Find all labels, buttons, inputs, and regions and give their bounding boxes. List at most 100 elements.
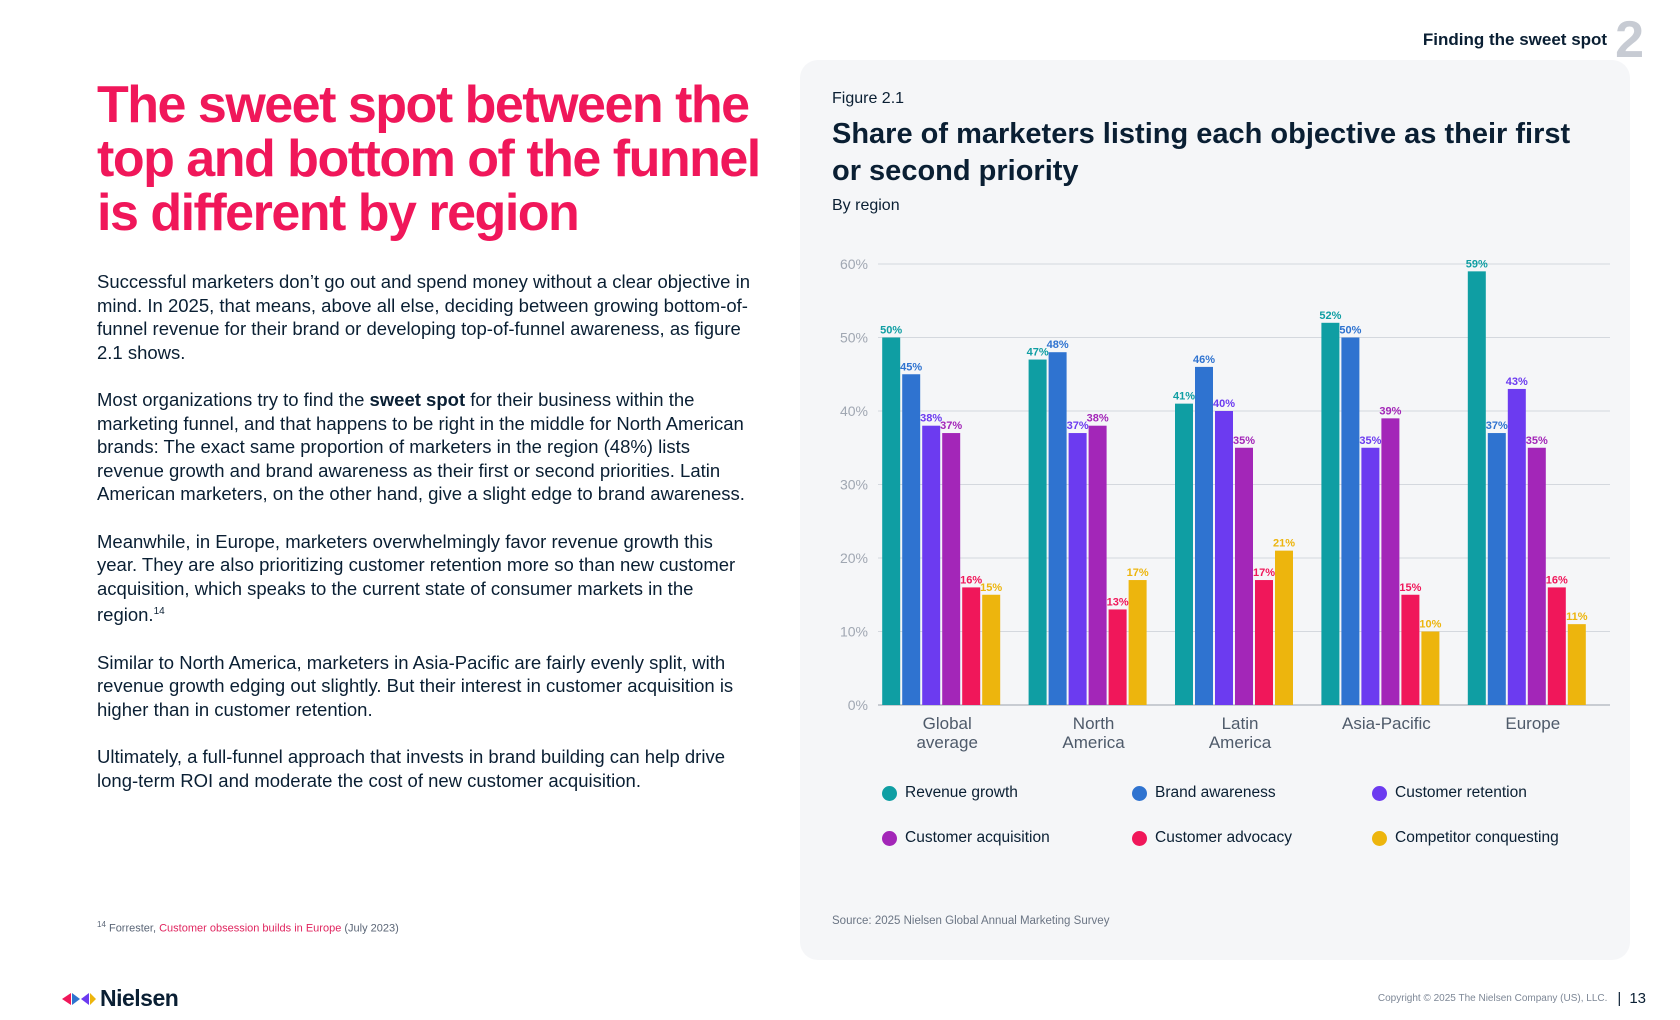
bar [1048, 352, 1067, 705]
bar [1527, 447, 1546, 705]
chart-legend: Revenue growth Brand awareness Customer re… [882, 784, 1602, 847]
legend-item: Customer advocacy [1132, 829, 1372, 847]
data-label: 15% [980, 582, 1002, 594]
x-tick-label: Latin [1222, 714, 1259, 733]
legend-swatch [1372, 785, 1387, 801]
data-label: 43% [1506, 376, 1528, 388]
data-label: 17% [1253, 567, 1275, 579]
legend-item: Customer retention [1372, 784, 1602, 802]
x-tick-label: Europe [1505, 714, 1560, 733]
bar [1321, 322, 1340, 705]
footer-separator: | [1617, 990, 1622, 1007]
bar [1068, 433, 1087, 705]
legend-swatch [1132, 830, 1147, 846]
bar [1507, 388, 1526, 705]
y-tick-label: 10% [840, 624, 868, 640]
legend-swatch [1132, 785, 1147, 801]
bar [1567, 624, 1586, 705]
page-header: Finding the sweet spot 2 [1422, 14, 1644, 66]
data-label: 37% [940, 420, 962, 432]
data-label: 21% [1273, 538, 1295, 550]
y-tick-label: 40% [840, 403, 868, 419]
bar [1487, 433, 1506, 705]
bar [1381, 418, 1400, 705]
section-title: Finding the sweet spot [1422, 30, 1608, 49]
y-tick-label: 20% [840, 550, 868, 566]
data-label: 37% [1067, 420, 1089, 432]
x-tick-label: America [1209, 733, 1272, 752]
data-label: 50% [880, 325, 902, 337]
bar [1467, 271, 1486, 705]
bar [882, 337, 901, 705]
bar [1341, 337, 1360, 705]
figure-subtitle: By region [832, 197, 900, 214]
footnote-ref[interactable]: 14 [153, 606, 165, 617]
bar [922, 425, 941, 705]
legend-label: Customer advocacy [1155, 829, 1292, 846]
figure-source: Source: 2025 Nielsen Global Annual Marke… [832, 915, 1110, 927]
data-label: 41% [1173, 391, 1195, 403]
x-tick-label: Global [923, 714, 972, 733]
bar [982, 594, 1001, 705]
paragraph-1: Successful marketers don’t go out and sp… [97, 271, 751, 363]
bar [1255, 580, 1273, 705]
bar [1108, 609, 1127, 705]
x-tick-label: North [1073, 714, 1115, 733]
legend-label: Revenue growth [905, 784, 1018, 801]
y-tick-label: 50% [840, 330, 868, 346]
y-tick-label: 30% [840, 477, 868, 493]
copyright-text: Copyright © 2025 The Nielsen Company (US… [1377, 993, 1608, 1004]
logo-wordmark: Nielsen [100, 985, 179, 1011]
data-label: 39% [1379, 405, 1401, 417]
legend-swatch [882, 785, 897, 801]
footnote-link[interactable]: Customer obsession builds in Europe [159, 922, 342, 935]
data-label: 17% [1127, 567, 1149, 579]
data-label: 50% [1339, 325, 1361, 337]
bar [1421, 631, 1440, 705]
data-label: 10% [1419, 619, 1441, 631]
paragraph-5: Ultimately, a full-funnel approach that … [97, 746, 725, 791]
x-tick-label: America [1062, 733, 1125, 752]
paragraph-2: Most organizations try to find the sweet… [97, 389, 745, 504]
data-label: 59% [1466, 258, 1488, 270]
data-label: 38% [1087, 413, 1109, 425]
page-headline: The sweet spot between the top and botto… [97, 76, 761, 242]
page-number: 13 [1629, 990, 1646, 1007]
y-tick-label: 60% [840, 256, 868, 272]
legend-swatch [1372, 830, 1387, 846]
x-tick-label: Asia-Pacific [1342, 714, 1431, 733]
legend-label: Customer retention [1395, 784, 1527, 801]
legend-swatch [882, 830, 897, 846]
paragraph-4: Similar to North America, marketers in A… [97, 651, 734, 720]
bar [1215, 411, 1233, 705]
legend-item: Customer acquisition [882, 829, 1132, 847]
data-label: 52% [1319, 310, 1341, 322]
bar [1401, 594, 1420, 705]
legend-label: Competitor conquesting [1395, 829, 1559, 846]
bar-chart: 0%10%20%30%40%50%60%50%45%38%37%16%15%Gl… [840, 256, 1610, 752]
data-label: 47% [1027, 347, 1049, 359]
bar [902, 374, 921, 705]
data-label: 38% [920, 413, 942, 425]
data-label: 48% [1047, 339, 1069, 351]
bar [1547, 587, 1566, 705]
bar [1361, 447, 1380, 705]
data-label: 35% [1359, 435, 1381, 447]
data-label: 46% [1193, 354, 1215, 366]
data-label: 15% [1399, 582, 1421, 594]
data-label: 16% [960, 574, 982, 586]
bar [1195, 366, 1213, 705]
legend-item: Revenue growth [882, 784, 1132, 802]
bar [1088, 425, 1107, 705]
bar [1275, 550, 1293, 705]
footnote: 14 Forrester, Customer obsession builds … [97, 920, 399, 935]
bar [962, 587, 981, 705]
y-tick-label: 0% [848, 697, 868, 713]
figure-card: Figure 2.1 Share of marketers listing ea… [800, 60, 1630, 960]
nielsen-logo: Nielsen [62, 985, 179, 1012]
figure-title: Share of marketers listing each objectiv… [832, 118, 1571, 187]
legend-item: Competitor conquesting [1372, 829, 1602, 847]
data-label: 35% [1233, 435, 1255, 447]
data-label: 35% [1526, 435, 1548, 447]
figure-label: Figure 2.1 [832, 90, 905, 107]
